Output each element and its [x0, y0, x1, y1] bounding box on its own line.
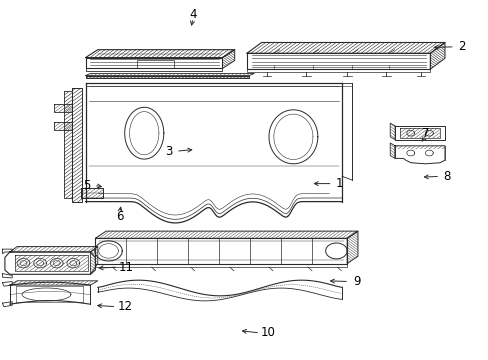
- Text: 11: 11: [119, 261, 133, 274]
- Text: 4: 4: [189, 8, 197, 21]
- Bar: [137, 60, 173, 68]
- Text: 9: 9: [352, 275, 360, 288]
- Text: 3: 3: [164, 145, 172, 158]
- Text: 5: 5: [83, 179, 91, 192]
- Text: 7: 7: [421, 127, 428, 140]
- Text: 6: 6: [116, 210, 123, 223]
- Text: 12: 12: [117, 300, 132, 313]
- Text: 2: 2: [457, 40, 465, 53]
- Text: 8: 8: [443, 170, 450, 183]
- Text: 10: 10: [260, 327, 275, 339]
- Text: 1: 1: [335, 177, 343, 190]
